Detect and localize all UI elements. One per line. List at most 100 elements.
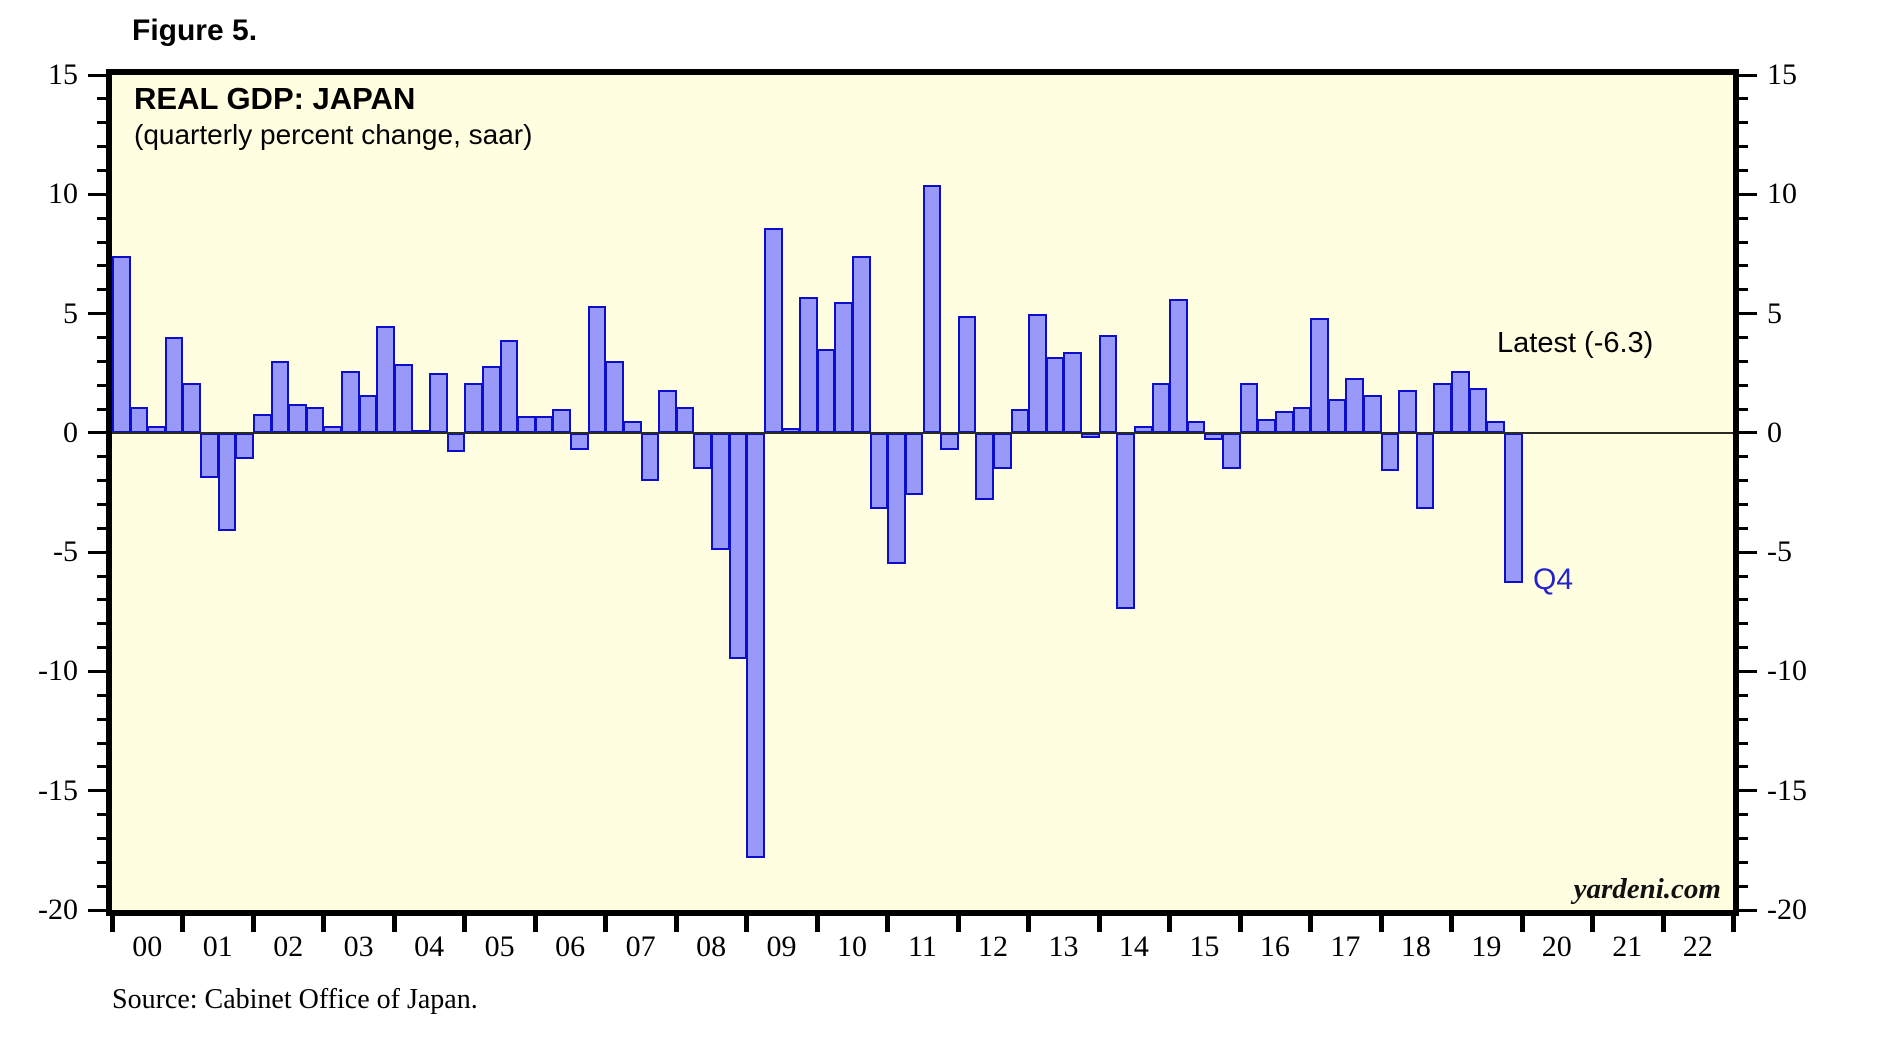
y-axis-tick xyxy=(1739,479,1748,483)
bar-quarter xyxy=(217,432,237,531)
x-axis-tick xyxy=(603,916,609,932)
y-axis-label: 10 xyxy=(1767,177,1797,211)
x-axis-year-label: 00 xyxy=(132,930,163,963)
bar-quarter xyxy=(869,432,889,510)
bar-quarter xyxy=(658,389,677,433)
x-axis-year-label: 14 xyxy=(1118,930,1149,963)
x-axis-year-label: 11 xyxy=(908,930,937,963)
y-axis-tick xyxy=(1739,240,1748,244)
x-axis-year-label: 03 xyxy=(343,930,374,963)
x-axis-year-label: 21 xyxy=(1612,930,1643,963)
y-axis-tick xyxy=(97,502,106,506)
bar-quarter xyxy=(693,432,713,469)
bar-quarter xyxy=(393,363,413,433)
x-axis-year-label: 13 xyxy=(1048,930,1079,963)
x-axis-year-label: 16 xyxy=(1259,930,1290,963)
x-axis-year-label: 05 xyxy=(484,930,515,963)
y-axis-tick xyxy=(1739,526,1748,530)
bar-quarter xyxy=(1398,389,1417,433)
x-axis-tick xyxy=(1026,916,1032,932)
y-axis-tick xyxy=(1739,860,1748,864)
y-axis-label: -5 xyxy=(1767,535,1792,569)
x-axis-year-label: 07 xyxy=(625,930,656,963)
y-axis-tick xyxy=(88,192,106,196)
bar-quarter xyxy=(446,432,466,452)
y-axis-tick xyxy=(97,455,106,459)
x-axis-year-label: 15 xyxy=(1189,930,1220,963)
bar-quarter xyxy=(1028,313,1047,433)
bar-quarter xyxy=(499,339,519,433)
bar-quarter xyxy=(270,361,290,433)
bar-quarter xyxy=(517,416,536,433)
y-axis-tick xyxy=(97,168,106,172)
bar-quarter xyxy=(1257,418,1276,433)
y-axis-tick xyxy=(1739,288,1748,292)
bar-quarter xyxy=(746,432,765,858)
x-axis-tick xyxy=(321,916,327,932)
y-axis-tick xyxy=(1739,121,1748,125)
y-axis-label: 15 xyxy=(1767,58,1797,91)
chart-title: REAL GDP: JAPAN xyxy=(134,81,416,116)
bar-quarter xyxy=(975,432,994,500)
y-axis-tick xyxy=(97,97,106,101)
y-axis-tick xyxy=(97,646,106,650)
x-axis-tick xyxy=(885,916,891,932)
x-axis-year-label: 22 xyxy=(1682,930,1713,963)
y-axis-tick xyxy=(97,383,106,387)
y-axis-tick xyxy=(1739,431,1757,435)
bar-quarter xyxy=(1239,382,1259,433)
bar-quarter xyxy=(1151,382,1171,433)
y-axis-label: 15 xyxy=(48,58,78,91)
bar-quarter xyxy=(570,432,589,450)
bar-quarter xyxy=(1292,406,1312,433)
y-axis-tick xyxy=(97,741,106,745)
y-axis-tick xyxy=(97,145,106,149)
bar-quarter xyxy=(482,366,501,433)
x-axis-tick xyxy=(110,916,115,932)
bar-quarter xyxy=(1310,318,1329,433)
bar-quarter xyxy=(200,432,219,479)
y-axis-tick xyxy=(1739,312,1757,316)
y-axis-tick xyxy=(1739,765,1748,769)
y-axis-tick xyxy=(1739,598,1748,602)
y-axis-label: 10 xyxy=(48,177,78,211)
x-axis-year-label: 19 xyxy=(1471,930,1502,963)
bar-quarter xyxy=(1045,356,1065,433)
y-axis-label: -10 xyxy=(38,654,78,688)
x-axis-tick xyxy=(814,916,820,932)
y-axis-label: -15 xyxy=(1767,773,1807,807)
x-axis-tick xyxy=(1167,916,1173,932)
bar-quarter xyxy=(587,306,607,433)
bar-quarter xyxy=(640,432,660,481)
x-axis-year-label: 02 xyxy=(273,930,304,963)
y-axis-tick xyxy=(88,312,106,316)
y-axis-label: -20 xyxy=(38,893,78,926)
y-axis-tick xyxy=(97,121,106,125)
y-axis-tick xyxy=(1739,168,1748,172)
zero-line xyxy=(112,431,1733,434)
y-axis-tick xyxy=(97,598,106,602)
bar-quarter xyxy=(1433,382,1453,433)
x-axis-tick xyxy=(673,916,679,932)
bar-quarter xyxy=(552,409,572,433)
source-note: Source: Cabinet Office of Japan. xyxy=(112,984,478,1015)
x-axis-tick xyxy=(1378,916,1384,932)
bar-quarter xyxy=(1327,399,1347,433)
y-axis-label: -10 xyxy=(1767,654,1807,688)
bar-quarter xyxy=(763,227,783,433)
x-axis-tick xyxy=(1096,916,1102,932)
x-axis-year-label: 04 xyxy=(414,930,445,963)
y-axis-tick xyxy=(1739,359,1748,363)
y-axis-tick xyxy=(97,240,106,244)
latest-annotation: Latest (-6.3) xyxy=(1497,327,1654,359)
bar-quarter xyxy=(112,256,131,433)
x-axis-year-label: 01 xyxy=(202,930,233,963)
bar-quarter xyxy=(1010,409,1030,433)
bar-quarter xyxy=(341,370,360,433)
bar-quarter xyxy=(605,361,624,433)
bar-quarter xyxy=(305,406,325,433)
y-axis-tick xyxy=(1739,550,1757,554)
x-axis-tick xyxy=(1449,916,1455,932)
y-axis-label: 0 xyxy=(1767,415,1782,449)
yardeni-watermark: yardeni.com xyxy=(1573,873,1721,905)
